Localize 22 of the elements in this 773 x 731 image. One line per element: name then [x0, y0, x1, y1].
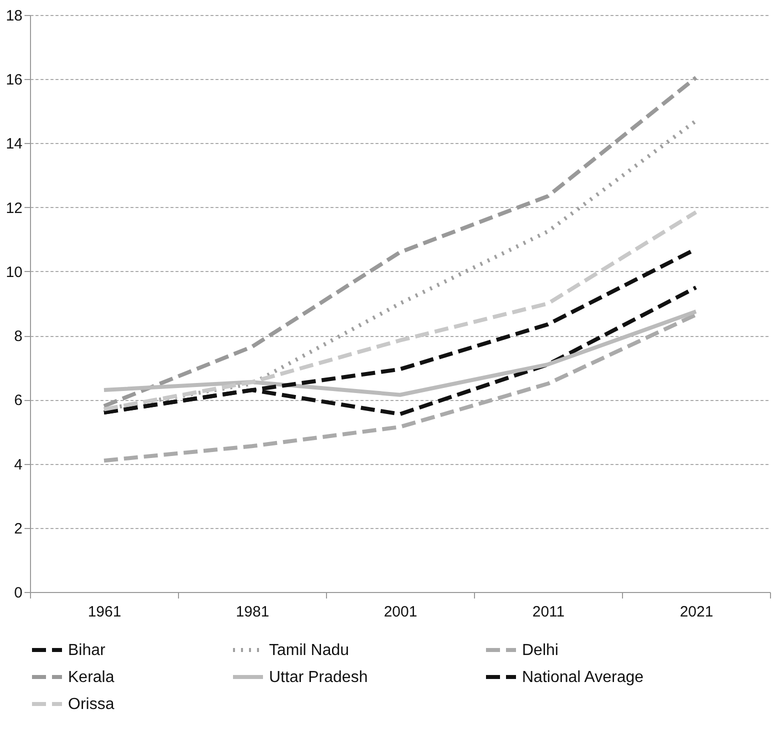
y-tick-label: 10 — [6, 264, 22, 281]
x-tick-label: 1961 — [88, 604, 122, 620]
y-tick-label: 0 — [14, 584, 22, 602]
legend-label: Orissa — [68, 696, 114, 713]
y-tick-label: 2 — [14, 520, 22, 538]
x-tick-label: 2001 — [384, 604, 418, 620]
y-tick-label: 18 — [6, 8, 22, 24]
y-tick-label: 8 — [14, 328, 22, 346]
legend-label: Tamil Nadu — [269, 642, 350, 659]
y-tick-label: 4 — [14, 456, 22, 474]
legend-label: Bihar — [68, 642, 106, 659]
legend-label: National Average — [522, 669, 644, 686]
y-tick-label: 6 — [14, 392, 22, 410]
y-tick-label: 14 — [6, 136, 22, 153]
legend-label: Uttar Pradesh — [269, 669, 368, 686]
x-tick-label: 1981 — [236, 604, 270, 620]
y-tick-label: 12 — [6, 200, 22, 217]
legend-label: Delhi — [522, 642, 558, 659]
x-tick-label: 2021 — [680, 604, 714, 620]
y-tick-label: 16 — [6, 72, 22, 89]
x-tick-label: 2011 — [532, 604, 565, 620]
legend-label: Kerala — [68, 669, 114, 686]
